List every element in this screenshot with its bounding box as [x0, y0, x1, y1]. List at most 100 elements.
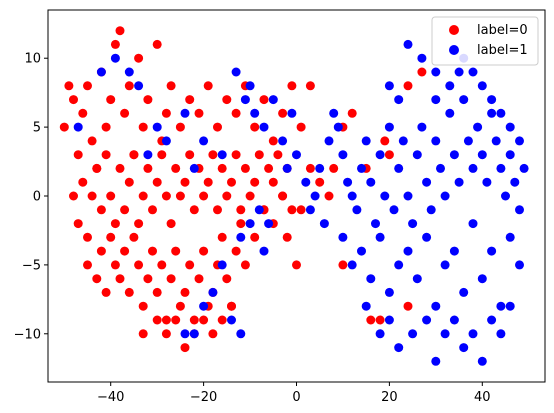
data-point-label-1	[366, 177, 376, 187]
data-point-label-0	[199, 191, 209, 201]
data-point-label-1	[217, 150, 227, 160]
data-point-label-1	[278, 136, 288, 146]
data-point-label-0	[231, 150, 241, 160]
data-point-label-1	[468, 219, 478, 229]
data-point-label-1	[436, 163, 445, 173]
data-point-label-1	[366, 274, 376, 284]
data-point-label-0	[138, 191, 148, 201]
data-point-label-0	[143, 95, 153, 105]
data-point-label-0	[217, 232, 227, 242]
data-point-label-0	[83, 81, 92, 91]
data-point-label-1	[333, 122, 343, 132]
data-point-label-1	[431, 67, 441, 77]
data-point-label-1	[371, 219, 380, 229]
legend-marker-label-1	[449, 45, 459, 55]
data-point-label-1	[431, 95, 441, 105]
data-point-label-0	[347, 108, 357, 118]
data-point-label-1	[417, 53, 427, 63]
data-point-label-0	[217, 315, 227, 325]
data-point-label-0	[315, 177, 325, 187]
data-point-label-1	[394, 163, 404, 173]
data-point-label-1	[134, 81, 144, 91]
data-point-label-1	[459, 287, 469, 297]
data-point-label-1	[384, 122, 394, 132]
data-point-label-0	[110, 260, 120, 270]
x-tick-label: 0	[292, 390, 300, 405]
data-point-label-1	[487, 246, 497, 256]
data-point-label-0	[236, 205, 246, 215]
data-point-label-0	[101, 287, 111, 297]
data-point-label-1	[515, 205, 524, 215]
data-point-label-0	[199, 246, 209, 256]
data-point-label-0	[208, 150, 218, 160]
data-point-label-0	[171, 163, 181, 173]
data-point-label-0	[92, 274, 102, 284]
data-point-label-1	[510, 177, 520, 187]
data-point-label-1	[431, 356, 441, 366]
data-point-label-0	[287, 205, 297, 215]
data-point-label-0	[96, 205, 106, 215]
data-point-label-1	[301, 177, 311, 187]
data-point-label-0	[143, 163, 153, 173]
data-point-label-0	[403, 301, 413, 311]
data-point-label-1	[240, 95, 250, 105]
data-point-label-1	[319, 219, 329, 229]
data-point-label-1	[440, 191, 450, 201]
data-point-label-0	[180, 343, 190, 353]
data-point-label-0	[59, 122, 69, 132]
data-point-label-0	[222, 191, 232, 201]
data-point-label-1	[259, 122, 269, 132]
data-point-label-0	[240, 260, 250, 270]
data-point-label-1	[473, 122, 483, 132]
data-point-label-0	[296, 122, 306, 132]
data-point-label-0	[240, 163, 250, 173]
data-point-label-1	[361, 301, 371, 311]
data-point-label-0	[101, 150, 111, 160]
data-point-label-1	[124, 67, 134, 77]
data-point-label-0	[110, 219, 120, 229]
data-point-label-0	[96, 246, 106, 256]
data-point-label-1	[199, 136, 209, 146]
data-point-label-1	[459, 343, 469, 353]
data-point-label-1	[459, 95, 469, 105]
data-point-label-1	[496, 329, 506, 339]
data-point-label-0	[152, 177, 162, 187]
data-point-label-1	[515, 260, 524, 270]
data-point-label-0	[384, 150, 394, 160]
data-point-label-1	[110, 53, 120, 63]
data-point-label-0	[259, 95, 269, 105]
data-point-label-1	[505, 232, 515, 242]
data-point-label-1	[189, 329, 199, 339]
data-point-label-1	[412, 274, 422, 284]
data-point-label-1	[505, 301, 515, 311]
data-point-label-0	[157, 150, 167, 160]
data-point-label-0	[69, 95, 78, 105]
data-point-label-0	[175, 122, 185, 132]
x-tick-label: −40	[97, 390, 124, 405]
data-point-label-1	[449, 315, 459, 325]
data-point-label-0	[166, 81, 176, 91]
data-point-label-1	[143, 150, 153, 160]
data-point-label-0	[222, 274, 232, 284]
data-point-label-0	[134, 260, 144, 270]
data-point-label-0	[124, 287, 134, 297]
data-point-label-1	[468, 329, 478, 339]
data-point-label-1	[329, 108, 339, 118]
data-point-label-1	[487, 315, 497, 325]
data-point-label-1	[454, 177, 464, 187]
data-point-label-1	[180, 329, 190, 339]
data-point-label-0	[403, 81, 413, 91]
data-point-label-1	[477, 356, 487, 366]
data-point-label-0	[245, 191, 255, 201]
data-point-label-1	[384, 81, 394, 91]
data-point-label-0	[64, 81, 74, 91]
data-point-label-0	[115, 163, 125, 173]
legend-label-0: label=0	[477, 23, 528, 38]
data-point-label-0	[189, 205, 199, 215]
data-point-label-0	[324, 191, 334, 201]
legend-marker-label-0	[449, 25, 459, 35]
data-point-label-1	[422, 315, 432, 325]
legend: label=0 label=1	[431, 16, 539, 66]
data-point-label-0	[161, 191, 171, 201]
